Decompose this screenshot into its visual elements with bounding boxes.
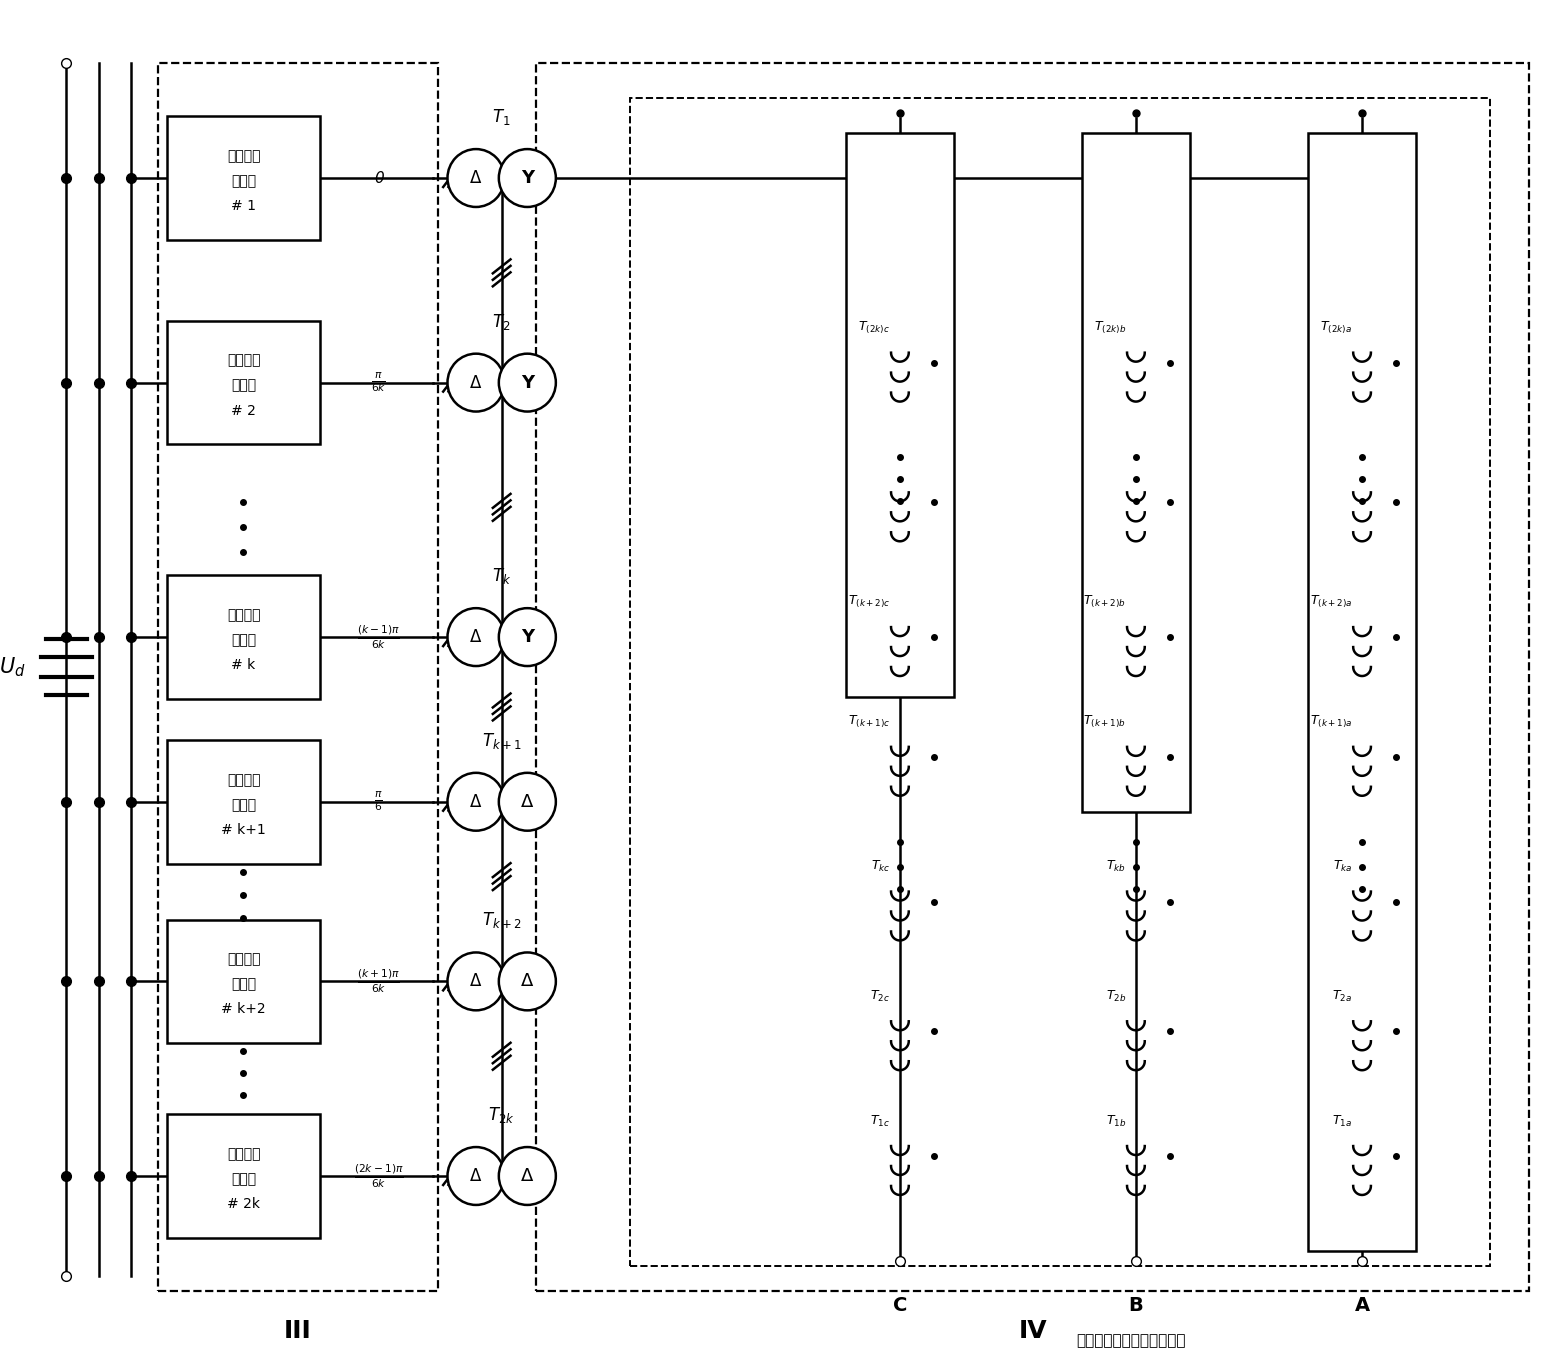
Circle shape — [448, 149, 504, 206]
Bar — [158, 63, 438, 1290]
Text: # k+2: # k+2 — [221, 1002, 266, 1016]
Circle shape — [500, 608, 556, 666]
Bar — [168, 740, 319, 864]
Bar — [1082, 133, 1190, 812]
Circle shape — [500, 149, 556, 206]
Text: $T_{kc}$: $T_{kc}$ — [871, 858, 889, 874]
Bar — [1308, 133, 1416, 1251]
Text: # 1: # 1 — [232, 200, 257, 213]
Bar — [846, 133, 954, 697]
Text: $T_{(k+1)a}$: $T_{(k+1)a}$ — [1309, 714, 1351, 730]
Text: $\Delta$: $\Delta$ — [520, 1167, 534, 1185]
Text: 变压器系统侧绕组连接方式: 变压器系统侧绕组连接方式 — [1076, 1333, 1185, 1348]
Text: $T_{(k+1)b}$: $T_{(k+1)b}$ — [1084, 714, 1126, 730]
Bar — [168, 920, 319, 1043]
Text: $T_{ka}$: $T_{ka}$ — [1333, 858, 1351, 874]
Text: 逆变器: 逆变器 — [232, 977, 257, 991]
Text: $\frac{\pi}{6k}$: $\frac{\pi}{6k}$ — [371, 370, 387, 394]
Text: # 2: # 2 — [232, 403, 255, 417]
Text: $T_{(k+2)c}$: $T_{(k+2)c}$ — [847, 595, 889, 611]
Text: $T_{2a}$: $T_{2a}$ — [1333, 988, 1351, 1003]
Text: $T_1$: $T_1$ — [492, 107, 511, 127]
Text: 逆变器: 逆变器 — [232, 174, 257, 189]
Bar — [168, 321, 319, 444]
Text: $\Delta$: $\Delta$ — [470, 972, 482, 991]
Circle shape — [448, 1147, 504, 1204]
Text: 逆变器: 逆变器 — [232, 798, 257, 812]
Circle shape — [500, 953, 556, 1010]
Text: $T_{(2k)a}$: $T_{(2k)a}$ — [1320, 320, 1351, 336]
Text: $T_k$: $T_k$ — [492, 566, 512, 586]
Bar — [168, 1114, 319, 1239]
Text: Y: Y — [521, 627, 534, 647]
Text: $\Delta$: $\Delta$ — [470, 373, 482, 391]
Text: III: III — [283, 1319, 312, 1342]
Text: 三相方波: 三相方波 — [227, 608, 260, 622]
Text: $T_{(k+1)c}$: $T_{(k+1)c}$ — [847, 714, 889, 730]
Text: $T_{(2k)c}$: $T_{(2k)c}$ — [858, 320, 889, 336]
Text: 三相方波: 三相方波 — [227, 1147, 260, 1161]
Text: 逆变器: 逆变器 — [232, 1172, 257, 1187]
Circle shape — [448, 953, 504, 1010]
Text: Y: Y — [521, 373, 534, 391]
Circle shape — [500, 354, 556, 411]
Text: $T_{2c}$: $T_{2c}$ — [871, 988, 889, 1003]
Circle shape — [448, 608, 504, 666]
Text: $\Delta$: $\Delta$ — [470, 793, 482, 811]
Text: $\Delta$: $\Delta$ — [520, 972, 534, 991]
Text: $T_{2k}$: $T_{2k}$ — [489, 1105, 515, 1125]
Text: # k: # k — [232, 658, 255, 673]
Text: $U_d$: $U_d$ — [0, 655, 25, 679]
Bar — [168, 576, 319, 699]
Circle shape — [448, 354, 504, 411]
Text: $T_{(k+2)a}$: $T_{(k+2)a}$ — [1309, 595, 1351, 611]
Text: C: C — [893, 1296, 907, 1315]
Text: $\Delta$: $\Delta$ — [470, 627, 482, 647]
Text: $T_{(k+2)b}$: $T_{(k+2)b}$ — [1084, 595, 1126, 611]
Text: 三相方波: 三相方波 — [227, 149, 260, 163]
Text: 三相方波: 三相方波 — [227, 772, 260, 787]
Text: $T_{2b}$: $T_{2b}$ — [1106, 988, 1126, 1003]
Bar — [536, 63, 1530, 1290]
Text: 逆变器: 逆变器 — [232, 379, 257, 392]
Bar — [630, 98, 1489, 1266]
Text: $\Delta$: $\Delta$ — [470, 1167, 482, 1185]
Circle shape — [500, 1147, 556, 1204]
Text: $\frac{\pi}{6}$: $\frac{\pi}{6}$ — [374, 790, 384, 813]
Text: 三相方波: 三相方波 — [227, 953, 260, 966]
Text: # 2k: # 2k — [227, 1197, 260, 1211]
Text: $\Delta$: $\Delta$ — [520, 793, 534, 811]
Text: 三相方波: 三相方波 — [227, 354, 260, 368]
Text: Y: Y — [521, 170, 534, 187]
Text: 逆变器: 逆变器 — [232, 633, 257, 647]
Text: $T_{1c}$: $T_{1c}$ — [871, 1114, 889, 1129]
Text: $T_{k+2}$: $T_{k+2}$ — [482, 910, 521, 931]
Circle shape — [500, 772, 556, 831]
Text: # k+1: # k+1 — [221, 823, 266, 837]
Text: $T_2$: $T_2$ — [492, 312, 511, 332]
Text: $T_{1b}$: $T_{1b}$ — [1106, 1114, 1126, 1129]
Text: $\Delta$: $\Delta$ — [470, 170, 482, 187]
Text: $\frac{(k+1)\pi}{6k}$: $\frac{(k+1)\pi}{6k}$ — [357, 968, 401, 995]
Text: B: B — [1129, 1296, 1143, 1315]
Text: A: A — [1355, 1296, 1370, 1315]
Bar — [168, 116, 319, 239]
Text: IV: IV — [1018, 1319, 1048, 1342]
Text: $T_{(2k)b}$: $T_{(2k)b}$ — [1093, 320, 1126, 336]
Text: 0: 0 — [374, 171, 384, 186]
Text: $\frac{(2k-1)\pi}{6k}$: $\frac{(2k-1)\pi}{6k}$ — [354, 1162, 404, 1189]
Text: $\frac{(k-1)\pi}{6k}$: $\frac{(k-1)\pi}{6k}$ — [357, 623, 401, 651]
Text: $T_{1a}$: $T_{1a}$ — [1333, 1114, 1351, 1129]
Circle shape — [448, 772, 504, 831]
Text: $T_{k+1}$: $T_{k+1}$ — [482, 731, 521, 750]
Text: $T_{kb}$: $T_{kb}$ — [1106, 858, 1126, 874]
